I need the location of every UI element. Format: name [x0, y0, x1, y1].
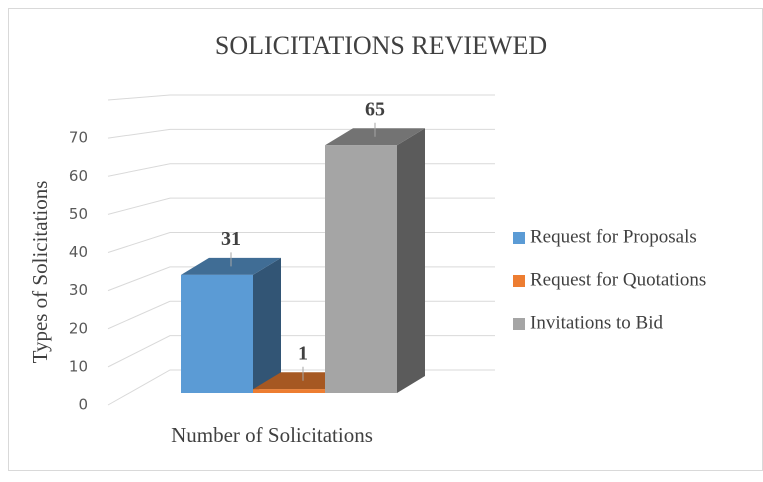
bar — [325, 145, 397, 393]
y-tick-label: 70 — [69, 129, 88, 147]
legend-label: Invitations to Bid — [530, 312, 664, 333]
legend-label: Request for Quotations — [530, 269, 706, 290]
bar-side — [253, 257, 281, 393]
data-label: 31 — [221, 228, 241, 250]
data-label: 65 — [365, 98, 385, 120]
y-tick-label: 20 — [69, 319, 88, 337]
wall-top — [107, 94, 495, 101]
y-tick-label: 0 — [78, 396, 88, 414]
data-label: 1 — [298, 342, 308, 364]
legend-swatch — [513, 318, 525, 330]
bar — [181, 274, 253, 393]
legend-swatch — [513, 275, 525, 287]
chart-title: SOLICITATIONS REVIEWED — [215, 31, 547, 60]
y-axis-title: Types of Solicitations — [28, 181, 52, 364]
x-tick-label: Number of Solicitations — [171, 423, 373, 447]
y-tick-label: 40 — [69, 243, 88, 261]
legend-swatch — [513, 232, 525, 244]
y-tick-label: 50 — [69, 205, 88, 223]
y-tick-label: 30 — [69, 281, 88, 299]
legend-label: Request for Proposals — [530, 226, 697, 247]
bar-side — [397, 128, 425, 393]
y-tick-label: 60 — [69, 167, 88, 185]
y-tick-label: 10 — [69, 357, 88, 375]
bar — [253, 389, 325, 393]
